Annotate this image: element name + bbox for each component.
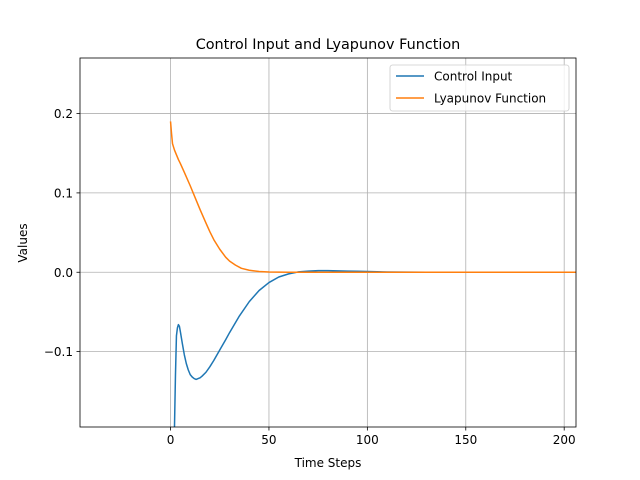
x-tick-label: 200 — [553, 433, 576, 447]
x-tick-labels: 0 50 100 150 200 — [167, 433, 576, 447]
axes-frame — [79, 57, 577, 428]
tick-marks — [76, 113, 565, 431]
legend-label-1: Lyapunov Function — [434, 92, 546, 106]
y-tick-label: 0.2 — [54, 107, 73, 121]
legend-box — [389, 64, 570, 112]
x-tick-label: 100 — [356, 433, 379, 447]
x-axis-label: Time Steps — [294, 456, 362, 470]
series-layer — [169, 121, 576, 427]
chart-title: Control Input and Lyapunov Function — [196, 37, 461, 53]
y-tick-label: 0.0 — [54, 266, 73, 280]
y-tick-labels: −0.1 0.0 0.1 0.2 — [44, 107, 73, 359]
legend: Control Input Lyapunov Function — [389, 64, 570, 112]
series-line-1 — [169, 121, 576, 274]
y-axis-label: Values — [16, 223, 30, 262]
series-line-0 — [173, 269, 576, 427]
y-tick-label: 0.1 — [54, 186, 73, 200]
y-tick-label: −0.1 — [44, 345, 73, 359]
legend-label-0: Control Input — [434, 70, 513, 84]
x-tick-label: 50 — [261, 433, 276, 447]
x-tick-label: 150 — [454, 433, 477, 447]
plot-area — [76, 57, 577, 431]
x-tick-label: 0 — [167, 433, 175, 447]
